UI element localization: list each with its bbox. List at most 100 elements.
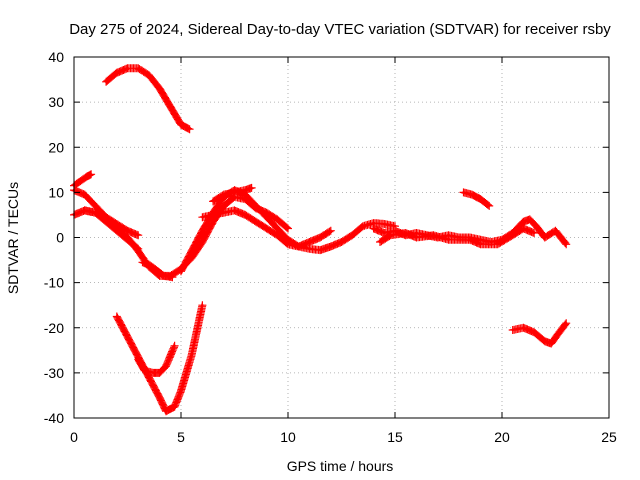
data-point <box>158 87 161 90</box>
data-point <box>211 200 215 203</box>
data-point <box>158 396 161 399</box>
data-point <box>351 234 354 237</box>
data-point <box>550 342 553 345</box>
data-point <box>179 270 183 273</box>
data-point <box>115 315 119 318</box>
data-point <box>462 191 465 194</box>
data-point <box>532 231 536 235</box>
data-point <box>83 193 86 196</box>
data-point <box>404 231 407 235</box>
data-point <box>532 331 536 334</box>
data-point <box>318 236 322 239</box>
data-point <box>329 245 332 248</box>
data-point <box>479 197 482 201</box>
data-point <box>522 220 525 223</box>
data-point <box>496 243 499 246</box>
data-point <box>233 191 236 194</box>
data-point <box>432 234 435 237</box>
data-point <box>171 276 174 279</box>
data-point <box>115 71 119 74</box>
data-point <box>254 204 258 208</box>
data-point <box>522 227 525 230</box>
y-tick-label: 0 <box>56 230 64 246</box>
y-tick-label: 20 <box>48 139 64 155</box>
data-point <box>487 204 491 208</box>
data-point <box>378 240 382 244</box>
x-tick-label: 20 <box>494 429 510 445</box>
data-point <box>173 405 176 408</box>
series-satellite-track-5 <box>80 206 143 253</box>
data-point <box>308 240 311 244</box>
data-point <box>329 229 332 232</box>
data-point <box>340 240 343 244</box>
data-point <box>211 220 215 223</box>
data-point <box>222 204 225 208</box>
data-point <box>143 369 146 372</box>
data-point <box>126 335 129 338</box>
data-point <box>447 238 450 241</box>
y-tick-label: 30 <box>48 94 64 110</box>
data-point <box>201 303 204 307</box>
data-point <box>126 238 129 241</box>
y-axis-title: SDTVAR / TECUs <box>5 182 21 294</box>
data-point <box>154 267 157 271</box>
data-point <box>389 234 392 237</box>
data-point <box>383 222 386 226</box>
series-satellite-track-12 <box>459 188 494 210</box>
data-point <box>79 179 82 183</box>
data-point <box>511 234 514 237</box>
data-point <box>250 186 253 190</box>
data-point <box>415 236 418 239</box>
series-satellite-track-1 <box>102 64 194 134</box>
data-point <box>126 67 129 70</box>
data-point <box>179 123 183 126</box>
data-point <box>147 263 151 266</box>
data-point <box>308 247 311 250</box>
data-point <box>222 211 225 214</box>
data-series <box>70 64 571 416</box>
data-point <box>126 229 129 232</box>
data-point <box>556 333 559 336</box>
series-satellite-track-11 <box>376 224 539 249</box>
data-point <box>201 215 204 219</box>
y-tick-label: -40 <box>44 410 64 426</box>
data-point <box>94 204 97 208</box>
data-point <box>164 410 168 413</box>
data-point <box>276 218 279 221</box>
data-point <box>244 213 247 217</box>
data-point <box>522 326 525 329</box>
data-point <box>147 376 151 379</box>
data-point <box>254 220 258 223</box>
data-point <box>383 231 386 235</box>
series-satellite-track-9 <box>209 183 256 206</box>
data-point <box>297 245 300 248</box>
series-satellite-track-6 <box>138 258 177 282</box>
y-tick-label: -10 <box>44 275 64 291</box>
y-tick-labels: -40 -30 -20 -10 0 10 20 30 40 <box>44 49 64 426</box>
data-point <box>137 358 140 361</box>
x-tick-label: 15 <box>387 429 403 445</box>
data-point <box>164 364 168 368</box>
data-point <box>318 248 322 252</box>
x-tick-label: 0 <box>70 429 78 445</box>
data-point <box>543 236 546 239</box>
data-point <box>137 247 140 250</box>
chart-title: Day 275 of 2024, Sidereal Day-to-day VTE… <box>69 21 611 38</box>
data-point <box>179 389 183 393</box>
data-point <box>104 80 108 84</box>
data-point <box>222 193 225 196</box>
data-point <box>479 243 482 246</box>
y-tick-label: -30 <box>44 365 64 381</box>
data-point <box>94 211 97 214</box>
x-axis-title: GPS time / hours <box>287 458 394 474</box>
data-point <box>286 227 290 230</box>
data-point <box>188 128 191 131</box>
data-point <box>158 371 161 375</box>
data-point <box>190 249 193 253</box>
data-point <box>115 229 119 232</box>
data-point <box>265 227 268 230</box>
data-point <box>211 213 215 217</box>
data-point <box>147 73 151 77</box>
data-point <box>565 322 568 325</box>
